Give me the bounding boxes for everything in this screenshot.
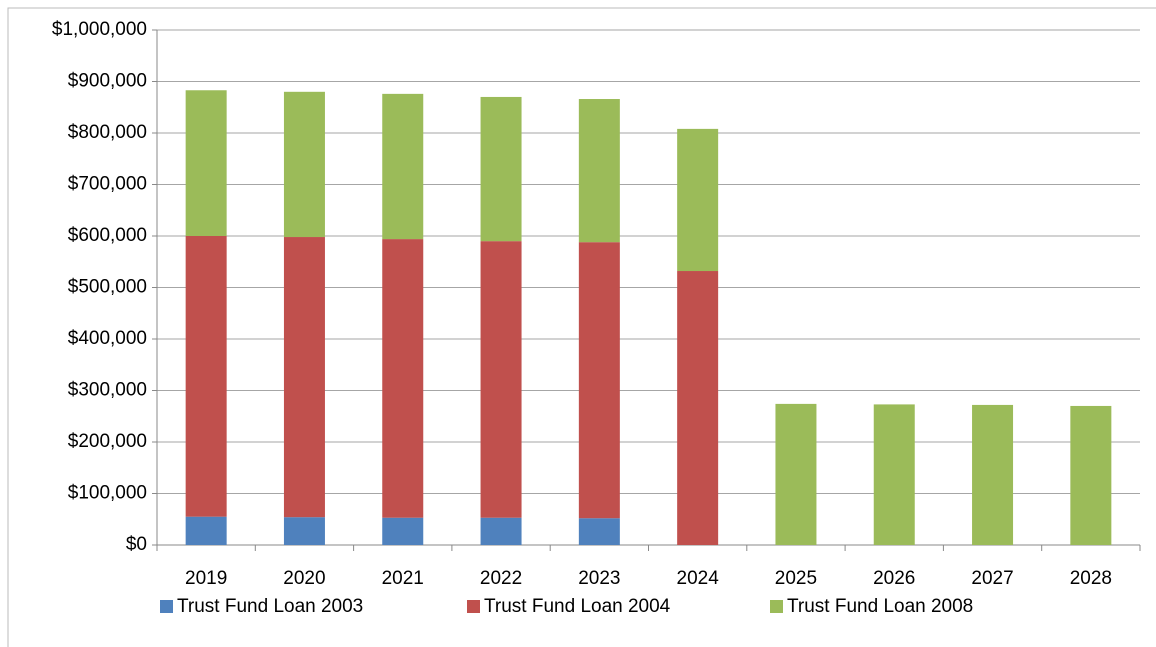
bar-segment [677, 128, 719, 272]
x-tick-label: 2025 [775, 568, 817, 589]
x-tick-label: 2020 [283, 568, 325, 589]
y-tick-label: $0 [126, 534, 147, 555]
bar-segment [578, 242, 620, 519]
bar-segment [480, 241, 522, 518]
bar-segment [382, 239, 424, 518]
bar-segment [382, 517, 424, 545]
x-tick-label: 2023 [578, 568, 620, 589]
bar-segment [775, 403, 817, 545]
y-tick-label: $200,000 [68, 431, 147, 452]
legend-label: Trust Fund Loan 2008 [787, 596, 973, 617]
legend-swatch [467, 600, 480, 613]
legend-label: Trust Fund Loan 2003 [177, 596, 363, 617]
bar-segment [578, 518, 620, 545]
bar-segment [185, 90, 227, 236]
bar-segment [185, 236, 227, 517]
y-tick-label: $400,000 [68, 328, 147, 349]
legend-swatch [770, 600, 783, 613]
x-tick-label: 2021 [382, 568, 424, 589]
bar-segment [283, 517, 325, 545]
chart-frame [7, 7, 1156, 647]
y-tick-label: $600,000 [68, 225, 147, 246]
bar-segment [578, 99, 620, 243]
y-tick-label: $300,000 [68, 380, 147, 401]
y-tick-label: $1,000,000 [52, 19, 147, 40]
legend-swatch [160, 600, 173, 613]
bar-segment [1070, 405, 1112, 545]
x-tick-label: 2024 [677, 568, 720, 589]
bar-segment [873, 404, 915, 545]
bar-segment [972, 404, 1014, 545]
bar-segment [480, 517, 522, 545]
x-tick-label: 2028 [1070, 568, 1112, 589]
bar-segment [382, 93, 424, 240]
legend-label: Trust Fund Loan 2004 [484, 596, 671, 617]
bar-segment [283, 91, 325, 238]
x-tick-label: 2027 [971, 568, 1013, 589]
y-tick-label: $800,000 [68, 122, 147, 143]
y-tick-label: $500,000 [68, 277, 147, 298]
x-tick-label: 2022 [480, 568, 522, 589]
bar-segment [283, 237, 325, 518]
x-tick-label: 2019 [185, 568, 227, 589]
y-tick-label: $700,000 [68, 174, 147, 195]
bar-segment [677, 271, 719, 545]
x-tick-label: 2026 [873, 568, 915, 589]
bar-segment [185, 516, 227, 545]
y-tick-label: $900,000 [68, 71, 147, 92]
y-tick-label: $100,000 [68, 483, 147, 504]
bar-segment [480, 96, 522, 242]
